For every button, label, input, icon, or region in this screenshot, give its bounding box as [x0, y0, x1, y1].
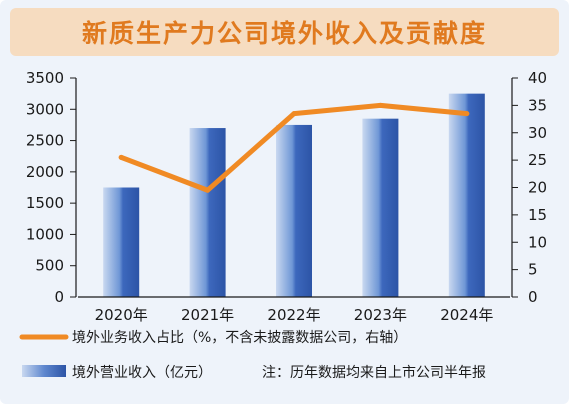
x-tick-label: 2022年	[267, 306, 320, 324]
chart-title: 新质生产力公司境外收入及贡献度	[81, 19, 487, 48]
line-series	[118, 102, 470, 193]
line-point-2021年	[205, 187, 211, 193]
left-tick-label: 500	[35, 257, 64, 275]
right-y-axis: 0 5 10 15 20 25 30 35 40	[511, 69, 547, 306]
legend-bar-swatch	[22, 365, 66, 377]
line-point-2024年	[464, 111, 470, 117]
left-tick-label: 0	[54, 288, 64, 306]
right-tick-label: 25	[528, 151, 547, 169]
x-tick-label: 2021年	[181, 306, 234, 324]
title-banner: 新质生产力公司境外收入及贡献度	[10, 8, 559, 56]
bar-2023年	[362, 118, 399, 298]
x-tick-label: 2020年	[95, 306, 148, 324]
chart-note: 注：历年数据均来自上市公司半年报	[262, 364, 486, 381]
left-tick-label: 3500	[26, 69, 64, 87]
x-tick-label: 2024年	[440, 306, 493, 324]
right-tick-label: 10	[528, 233, 547, 251]
bar-2021年	[189, 128, 226, 297]
bar-series	[103, 93, 485, 298]
legend-bar-label: 境外营业收入（亿元）	[72, 365, 212, 381]
right-tick-label: 5	[528, 261, 538, 279]
left-tick-label: 1500	[26, 194, 64, 212]
bar-2020年	[103, 187, 140, 297]
bar-2022年	[276, 124, 312, 297]
right-tick-label: 35	[528, 96, 547, 114]
right-tick-label: 40	[528, 69, 547, 87]
x-axis-labels: 2020年 2021年 2022年 2023年 2024年	[95, 306, 494, 324]
legend: 境外业务收入占比（%，不含未披露数据公司，右轴） 境外营业收入（亿元） 注：历年…	[19, 330, 486, 381]
line-point-2022年	[291, 111, 297, 117]
x-tick-label: 2023年	[354, 306, 407, 324]
legend-line-label: 境外业务收入占比（%，不含未披露数据公司，右轴）	[72, 330, 407, 346]
left-y-axis: 0 500 1000 1500 2000 2500 3000 3500	[26, 69, 77, 306]
left-tick-label: 1000	[26, 225, 64, 243]
bar-2024年	[448, 93, 485, 298]
right-tick-label: 0	[528, 288, 538, 306]
right-tick-label: 30	[528, 124, 547, 142]
left-tick-label: 3000	[26, 100, 64, 118]
line-point-2020年	[118, 154, 124, 160]
right-tick-label: 15	[528, 206, 547, 224]
right-tick-label: 20	[528, 179, 547, 197]
left-tick-label: 2500	[26, 132, 64, 150]
left-tick-label: 2000	[26, 163, 64, 181]
line-point-2023年	[377, 102, 383, 108]
